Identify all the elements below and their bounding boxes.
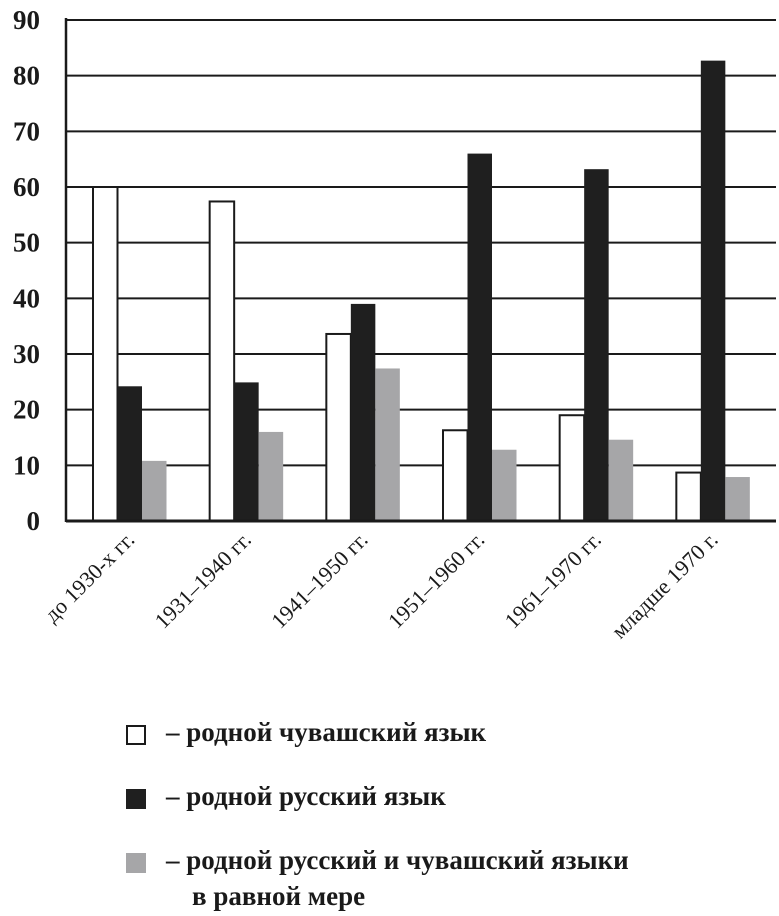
bar-chuvash (675, 471, 702, 523)
legend-label-both-line1: – родной русский и чувашский языки (166, 845, 629, 875)
bar-chuvash (325, 332, 352, 522)
legend-item-chuvash: – родной чувашский язык (126, 712, 746, 776)
bar-russian (584, 169, 609, 522)
bars (92, 60, 750, 523)
bar-russian (467, 153, 492, 521)
y-tick-label: 60 (13, 172, 40, 202)
bar-chuvash (558, 414, 586, 523)
bar-chuvash (442, 429, 469, 522)
y-tick-label: 90 (13, 5, 40, 35)
x-category-label: 1941–1950 гг. (266, 527, 372, 633)
y-tick-label: 40 (13, 283, 40, 313)
y-tick-label: 80 (13, 61, 40, 91)
bar-russian (117, 386, 142, 521)
x-category-label: до 1930-х гг. (39, 527, 139, 627)
x-axis-labels: до 1930-х гг. 1931–1940 гг. 1941–1950 гг. 1… (39, 527, 722, 643)
bar-both (258, 431, 284, 521)
legend-swatch-both (126, 853, 146, 873)
bar-both (142, 460, 167, 521)
x-category-label: 1931–1940 гг. (149, 527, 255, 633)
x-category-label: младше 1970 г. (606, 527, 722, 643)
bar-both (375, 368, 400, 521)
y-tick-label: 30 (13, 339, 40, 369)
x-category-label: 1961–1970 гг. (499, 527, 605, 633)
y-tick-label: 10 (13, 450, 40, 480)
bar-chuvash (208, 200, 236, 522)
y-axis-ticks: 0 10 20 30 40 50 60 70 80 90 (13, 5, 40, 536)
legend-swatch-chuvash (126, 725, 146, 745)
axes (64, 18, 776, 523)
bar-chart: 0 10 20 30 40 50 60 70 80 90 до 1930-х гг. 1931–19… (13, 5, 776, 643)
y-tick-label: 20 (13, 395, 40, 425)
bar-chuvash (92, 186, 119, 522)
y-tick-label: 0 (27, 506, 41, 536)
legend: – родной чувашский язык – родной русский… (126, 712, 746, 911)
legend-label-both-line2: в равной мере (192, 881, 366, 911)
legend-label-russian: – родной русский язык (166, 781, 446, 811)
legend-item-russian: – родной русский язык (126, 776, 746, 840)
legend-swatch-russian (126, 789, 146, 809)
y-tick-label: 50 (13, 228, 40, 258)
legend-item-both: – родной русский и чувашский языки в рав… (126, 840, 746, 911)
bar-russian (234, 382, 259, 521)
bar-russian (700, 60, 726, 522)
legend-label-chuvash: – родной чувашский язык (166, 717, 487, 747)
bar-both (608, 439, 634, 521)
bar-both (725, 477, 750, 521)
bar-russian (350, 303, 376, 521)
y-tick-label: 70 (13, 116, 40, 146)
bar-both (492, 449, 517, 521)
x-category-label: 1951–1960 гг. (383, 527, 489, 633)
gridlines (66, 19, 776, 467)
